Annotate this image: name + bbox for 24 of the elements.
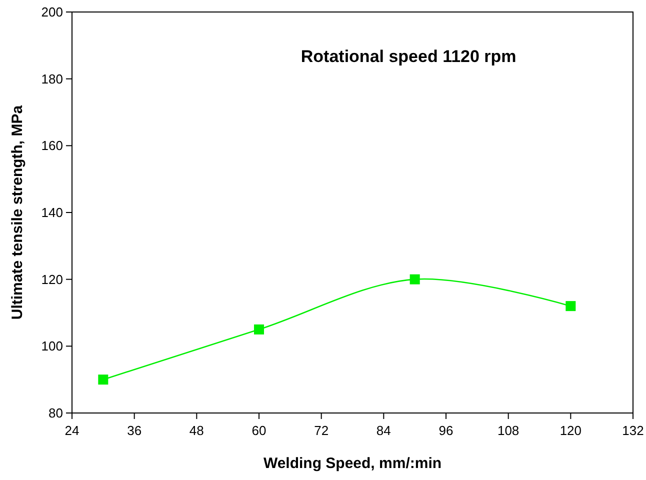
point <box>566 301 576 312</box>
x-tick-label: 96 <box>438 423 454 438</box>
x-axis-title: Welding Speed, mm/:min <box>263 455 442 472</box>
point <box>410 274 420 284</box>
point <box>254 324 264 334</box>
text: Rotational speed 1120 rpm <box>300 47 516 66</box>
x-tick-label: 48 <box>189 423 204 438</box>
y-tick-label: 100 <box>41 338 63 354</box>
y-tick-label: 180 <box>41 71 63 86</box>
x-tick-label: 24 <box>64 423 80 438</box>
y-tick-label: 120 <box>41 272 63 287</box>
x-tick-label: 36 <box>127 423 142 438</box>
point <box>98 374 108 385</box>
x-tick-label: 120 <box>560 423 582 438</box>
x-tick-label: 108 <box>497 423 520 438</box>
x-tick-label: 72 <box>314 423 329 438</box>
x-tick-label: 84 <box>376 423 391 438</box>
y-tick-label: 140 <box>41 205 63 220</box>
y-tick-label: 200 <box>41 4 63 20</box>
x-tick-label: 60 <box>252 423 266 438</box>
y-tick-label: 80 <box>48 406 63 420</box>
x-tick-label: 132 <box>622 423 644 438</box>
y-axis-title: Ultimate tensile strength, MPa <box>9 104 26 320</box>
y-tick-label: 160 <box>41 138 63 154</box>
